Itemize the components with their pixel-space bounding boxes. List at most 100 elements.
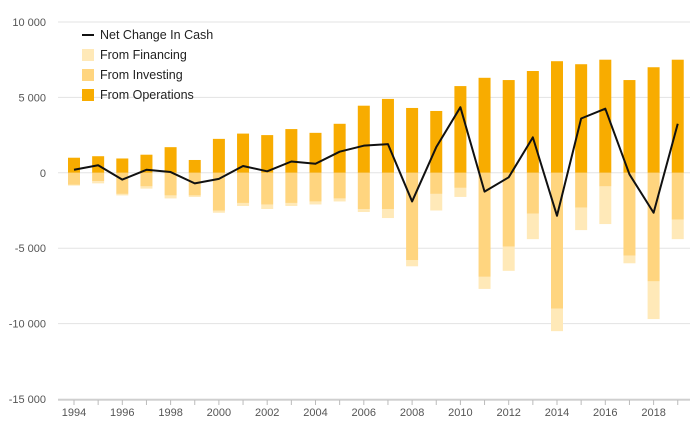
legend-swatch [82,69,94,81]
bar-financing [623,255,636,264]
bar-investing [92,172,105,182]
x-tick-label: 2018 [641,407,665,419]
bar-investing [599,172,612,187]
bar-operations [430,110,443,173]
x-tick-label: 2006 [352,407,376,419]
bar-operations [188,159,201,173]
bar-operations [164,147,177,173]
bar-financing [671,219,684,240]
bar-operations [237,133,250,173]
bar-operations [381,98,394,173]
legend-label: From Financing [100,48,187,62]
y-tick-label: -15 000 [9,394,46,406]
bar-financing [237,202,250,206]
bar-operations [68,157,80,173]
bar-operations [406,107,419,173]
legend-swatch [82,49,94,61]
bar-investing [551,172,563,309]
bar-financing [188,195,201,197]
bar-financing [116,193,129,196]
legend-label: From Investing [100,68,183,82]
bar-investing [140,172,153,187]
y-tick-label: 5 000 [18,92,46,104]
bar-financing [430,193,443,211]
bar-operations [647,67,660,173]
bar-investing [237,172,250,203]
bar-operations [285,129,298,173]
y-axis: 10 000 5 000 0 -5 000 -10 000 -15 000 [9,17,46,406]
bar-financing [575,207,588,231]
bar-operations [526,71,539,173]
bar-investing [357,172,370,209]
y-tick-label: -5 000 [15,243,46,255]
bar-operations [140,154,153,173]
bar-operations [599,59,612,173]
bar-operations [116,158,129,173]
x-tick-label: 2000 [207,407,231,419]
legend-label: Net Change In Cash [100,28,213,42]
bar-operations [623,80,636,173]
x-tick-label: 1994 [62,407,86,419]
bar-financing [261,204,274,209]
bar-financing [68,184,80,186]
bar-operations [671,59,684,173]
gridlines [58,21,690,400]
bar-operations [357,105,370,173]
bar-investing [478,172,491,277]
legend-label: From Operations [100,88,194,102]
x-tick-label: 2016 [593,407,617,419]
bar-investing [647,172,660,282]
bar-investing [623,172,636,256]
bar-financing [92,181,105,184]
bar-investing [164,172,177,196]
bar-investing [309,172,322,202]
bar-investing [406,172,419,261]
y-tick-label: -10 000 [9,319,46,331]
y-tick-label: 10 000 [12,17,46,29]
bar-operations [212,138,225,173]
x-tick-label: 2012 [496,407,520,419]
bar-financing [333,198,346,202]
bar-investing [68,172,80,185]
bar-investing [671,172,684,220]
bar-financing [647,281,660,320]
bar-financing [285,202,298,206]
net-change-line [73,106,679,217]
bar-investing [502,172,515,247]
x-tick-label: 2002 [255,407,279,419]
net-change-line-path [73,106,679,217]
bar-operations [478,77,491,173]
bar-investing [575,172,588,208]
legend-swatch [82,89,94,101]
bar-financing [140,186,153,189]
x-tick-label: 2014 [545,407,569,419]
bar-investing [285,172,298,203]
bar-investing [212,172,225,211]
bar-operations [261,135,274,173]
x-tick-label: 2004 [303,407,327,419]
bar-financing [454,187,467,197]
bar-operations [502,80,515,173]
bar-financing [406,260,419,267]
bar-financing [309,201,322,205]
x-tick-label: 1998 [158,407,182,419]
bar-operations [551,61,563,173]
bar-financing [502,246,515,271]
bar-operations [454,86,467,173]
bar-investing [261,172,274,205]
bar-financing [526,213,539,240]
bar-operations [309,132,322,173]
x-tick-label: 2010 [448,407,472,419]
bar-investing [430,172,443,194]
bar-investing [526,172,539,214]
bar-financing [164,195,177,199]
bar-financing [551,308,563,332]
y-tick-label: 0 [40,168,46,180]
bar-financing [381,208,394,219]
bar-financing [478,276,491,289]
bar-investing [333,172,346,199]
bar-financing [212,210,225,213]
bar-financing [599,186,612,225]
x-axis: 1994 1996 1998 2000 2002 2004 2006 2008 2010 2012… [58,399,690,419]
